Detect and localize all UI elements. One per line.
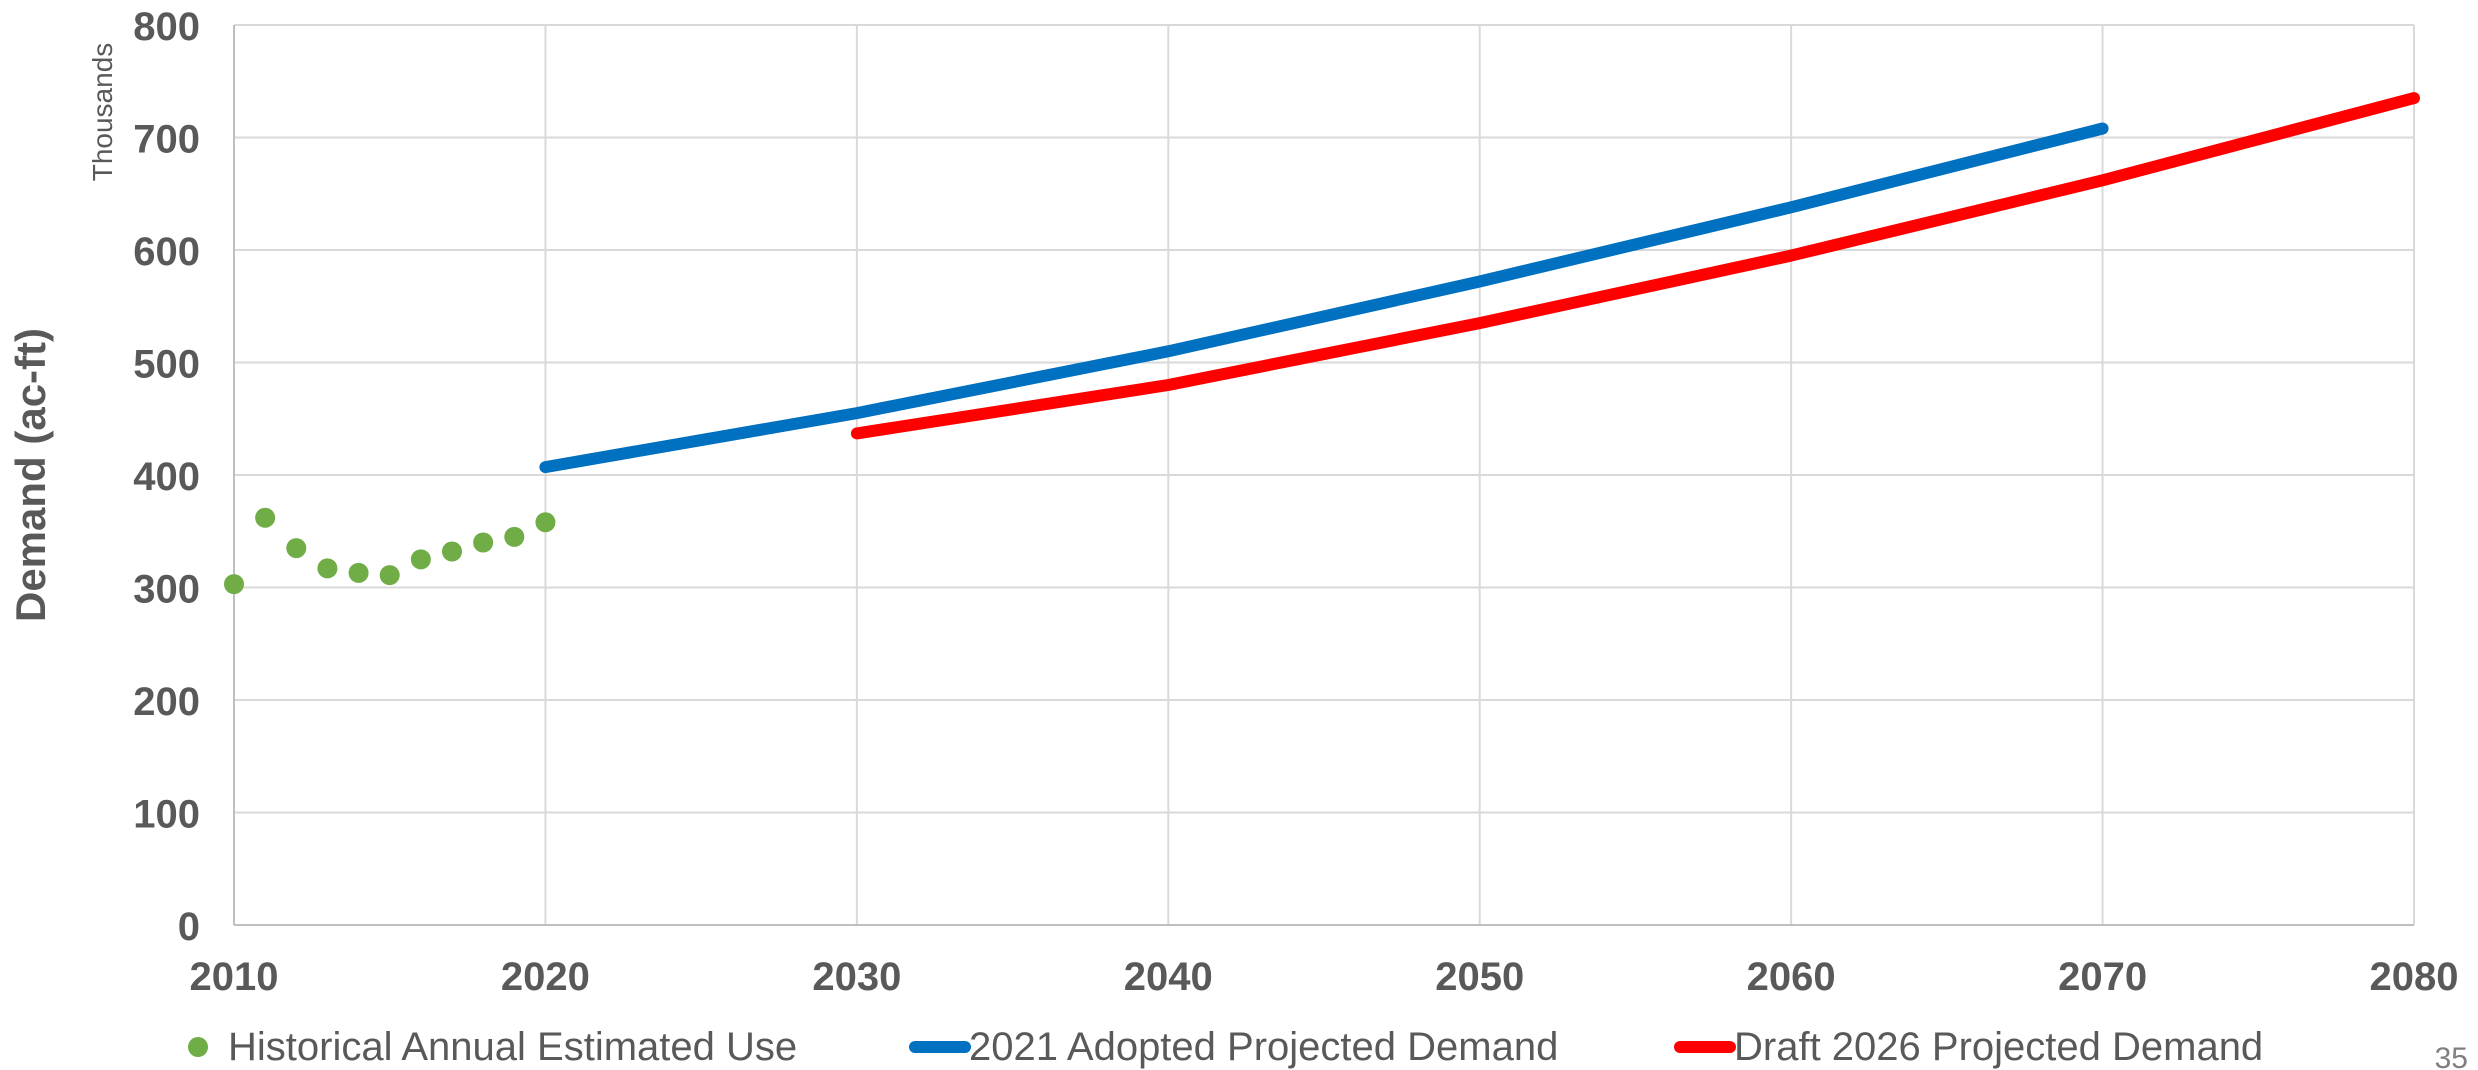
gridlines [234,24,2415,925]
legend-historical-label: Historical Annual Estimated Use [228,1025,797,1069]
historical-use-point [317,558,338,579]
y-tick-label: 100 [133,793,200,837]
x-tick-label: 2080 [2370,955,2459,999]
historical-use-point [504,526,525,547]
y-axis-ticks: 0 100 200 300 400 500 600 700 800 [133,5,200,949]
historical-use-point [410,549,431,570]
legend-historical-marker [188,1037,208,1057]
x-tick-label: 2050 [1435,955,1524,999]
historical-use-point [473,532,494,553]
legend-adopted-label: 2021 Adopted Projected Demand [969,1025,1558,1069]
x-tick-label: 2030 [812,955,901,999]
x-tick-label: 2060 [1747,955,1836,999]
y-tick-label: 0 [178,905,200,949]
y-tick-label: 700 [133,118,200,162]
page-number: 35 [2435,1042,2468,1070]
y-tick-label: 300 [133,568,200,612]
x-tick-label: 2070 [2058,955,2147,999]
historical-use-point [286,538,307,559]
historical-use-point [255,507,276,528]
x-tick-label: 2020 [501,955,590,999]
y-tick-label: 600 [133,230,200,274]
x-axis-ticks: 2010 2020 2030 2040 2050 2060 2070 2080 [190,955,2459,999]
y-tick-label: 400 [133,455,200,499]
historical-use-point [224,574,244,595]
historical-use-point [442,541,462,562]
legend: Historical Annual Estimated Use 2021 Adop… [188,1025,2263,1069]
historical-use-point [348,562,369,583]
y-axis-title: Demand (ac-ft) [7,328,54,622]
axes [233,25,2414,926]
y-tick-label: 800 [133,5,200,49]
x-tick-label: 2040 [1124,955,1213,999]
y-tick-label: 200 [133,680,200,724]
legend-draft-label: Draft 2026 Projected Demand [1734,1025,2263,1069]
y-axis-units-label: Thousands [87,43,118,182]
series-layer [224,92,2420,595]
x-tick-label: 2010 [190,955,279,999]
y-tick-label: 500 [133,343,200,387]
draft-2026-demand-line [850,92,2420,440]
historical-use-point [379,565,400,586]
adopted-2021-demand-line [539,122,2109,474]
historical-use-point [535,512,556,533]
